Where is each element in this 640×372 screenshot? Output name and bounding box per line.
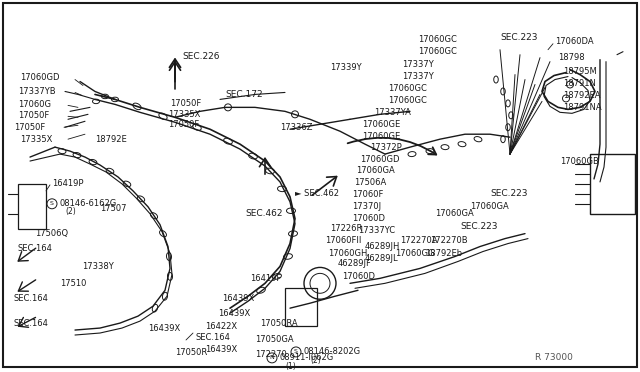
Bar xyxy=(285,288,317,326)
Bar xyxy=(18,184,46,229)
Text: N: N xyxy=(269,355,275,360)
Text: 172270B: 172270B xyxy=(430,236,468,245)
Text: 16422X: 16422X xyxy=(205,321,237,331)
Text: 17338Y: 17338Y xyxy=(82,262,114,271)
Text: 17506A: 17506A xyxy=(354,179,387,187)
Text: 17060D: 17060D xyxy=(342,272,375,281)
Text: 17060DA: 17060DA xyxy=(555,37,594,46)
Text: SEC.462: SEC.462 xyxy=(245,209,282,218)
Text: 17050RA: 17050RA xyxy=(260,318,298,328)
Text: 17337Y: 17337Y xyxy=(402,60,434,69)
Text: 17050GA: 17050GA xyxy=(255,336,294,344)
Bar xyxy=(590,154,635,214)
Text: 17335X: 17335X xyxy=(168,110,200,119)
Text: (2): (2) xyxy=(310,356,321,365)
Text: 17050R: 17050R xyxy=(175,349,207,357)
Text: 46289JF: 46289JF xyxy=(338,259,372,268)
Text: 18792EA: 18792EA xyxy=(563,91,600,100)
Text: 17060GA: 17060GA xyxy=(356,167,395,176)
Text: 16439X: 16439X xyxy=(148,324,180,333)
Text: SEC.223: SEC.223 xyxy=(490,189,527,198)
Text: (2): (2) xyxy=(65,207,76,216)
Text: 17060GC: 17060GC xyxy=(388,96,427,105)
Text: 17060GB: 17060GB xyxy=(560,157,599,166)
Text: SEC.164: SEC.164 xyxy=(14,318,49,328)
Text: 17060GE: 17060GE xyxy=(362,120,400,129)
Text: S: S xyxy=(50,201,54,206)
Text: 16419F: 16419F xyxy=(250,274,281,283)
Text: 17060GE: 17060GE xyxy=(362,132,400,141)
Text: 17050F: 17050F xyxy=(14,123,45,132)
Text: 17060D: 17060D xyxy=(352,214,385,223)
Text: 17050F: 17050F xyxy=(168,120,199,129)
Text: 17060GG: 17060GG xyxy=(395,249,435,258)
Text: S: S xyxy=(294,349,298,355)
Text: 18792E: 18792E xyxy=(95,135,127,144)
Text: 17339Y: 17339Y xyxy=(330,63,362,72)
Text: 08911-I062G: 08911-I062G xyxy=(280,353,334,362)
Text: 17506Q: 17506Q xyxy=(35,229,68,238)
Text: 16439X: 16439X xyxy=(218,309,250,318)
Text: 17336Z: 17336Z xyxy=(280,123,312,132)
Text: SEC.164: SEC.164 xyxy=(18,244,53,253)
Text: 17060GC: 17060GC xyxy=(418,47,457,56)
Text: R 73000: R 73000 xyxy=(535,353,573,362)
Text: 17335X: 17335X xyxy=(20,135,52,144)
Text: 17050F: 17050F xyxy=(18,111,49,120)
Text: 17337YB: 17337YB xyxy=(18,87,56,96)
Text: 16419P: 16419P xyxy=(52,179,83,188)
Text: 08146-6162G: 08146-6162G xyxy=(60,199,117,208)
Text: 17226R: 17226R xyxy=(330,224,362,233)
Text: 18791NA: 18791NA xyxy=(563,103,602,112)
Text: 17060GD: 17060GD xyxy=(20,73,60,82)
Text: 18798: 18798 xyxy=(558,53,584,62)
Text: SEC.164: SEC.164 xyxy=(195,334,230,343)
Text: 17510: 17510 xyxy=(60,279,86,288)
Text: 08146-8202G: 08146-8202G xyxy=(304,347,361,356)
Text: 16439X: 16439X xyxy=(205,346,237,355)
Text: 17060GC: 17060GC xyxy=(388,84,427,93)
Text: 17060FII: 17060FII xyxy=(325,236,362,245)
Text: 17337Y: 17337Y xyxy=(402,72,434,81)
Text: 17370J: 17370J xyxy=(352,202,381,211)
Text: 17372P: 17372P xyxy=(370,142,402,152)
Text: 17507: 17507 xyxy=(100,204,127,213)
Text: 46289JH: 46289JH xyxy=(365,242,401,251)
Text: SEC.172: SEC.172 xyxy=(225,90,262,99)
Text: SEC.164: SEC.164 xyxy=(14,294,49,303)
Text: SEC.223: SEC.223 xyxy=(500,33,538,42)
Text: 46289JL: 46289JL xyxy=(365,254,399,263)
Text: (1): (1) xyxy=(285,362,296,371)
Text: 172270: 172270 xyxy=(255,350,287,359)
Text: 172270A: 172270A xyxy=(400,236,438,245)
Text: SEC.223: SEC.223 xyxy=(460,222,497,231)
Text: 17060GC: 17060GC xyxy=(418,35,457,44)
Text: 16439X: 16439X xyxy=(222,294,254,303)
Text: 17060GA: 17060GA xyxy=(470,202,509,211)
Text: 18791N: 18791N xyxy=(563,79,596,88)
Text: 17060GA: 17060GA xyxy=(435,209,474,218)
Text: 17060G: 17060G xyxy=(18,100,51,109)
Text: 18792Eb: 18792Eb xyxy=(425,249,462,258)
Text: 18795M: 18795M xyxy=(563,67,596,76)
Text: 17060GH: 17060GH xyxy=(328,249,367,258)
Text: 17337YC: 17337YC xyxy=(358,226,395,235)
Text: ► SEC.462: ► SEC.462 xyxy=(295,189,339,198)
Text: 17060F: 17060F xyxy=(352,190,383,199)
Text: 17050F: 17050F xyxy=(170,99,201,108)
Text: SEC.226: SEC.226 xyxy=(182,52,220,61)
Text: 17060GD: 17060GD xyxy=(360,154,399,164)
Text: 17337YA: 17337YA xyxy=(374,108,411,117)
